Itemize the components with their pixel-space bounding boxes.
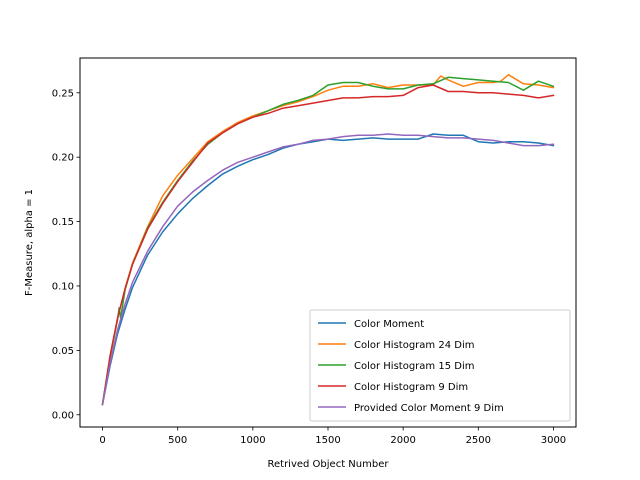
x-axis: 0 500 1000 1500 2000 2500 3000 — [99, 427, 566, 446]
legend-label: Provided Color Moment 9 Dim — [354, 403, 504, 414]
x-tick-label: 0 — [99, 435, 105, 446]
series-line-3 — [101, 84, 555, 406]
x-tick-label: 500 — [168, 435, 187, 446]
legend-label: Color Histogram 24 Dim — [354, 340, 474, 351]
legend-box — [309, 309, 571, 422]
y-tick-label: 0.00 — [52, 410, 74, 421]
y-tick-label: 0.15 — [52, 217, 74, 228]
y-axis: 0.00 0.05 0.10 0.15 0.20 0.25 — [52, 88, 80, 421]
series-layer — [101, 73, 555, 406]
y-axis-label: F-Measure, alpha = 1 — [24, 189, 35, 296]
x-axis-label: Retrived Object Number — [268, 459, 390, 470]
y-tick-label: 0.10 — [52, 281, 74, 292]
legend-label: Color Histogram 15 Dim — [354, 361, 474, 372]
series-line-0 — [101, 133, 555, 406]
y-tick-label: 0.05 — [52, 346, 74, 357]
series-line-4 — [101, 133, 555, 406]
x-tick-label: 3000 — [541, 435, 566, 446]
series-line-1 — [101, 73, 555, 406]
x-tick-label: 1500 — [315, 435, 340, 446]
y-tick-label: 0.25 — [52, 88, 74, 99]
x-tick-label: 2000 — [390, 435, 415, 446]
x-tick-label: 1000 — [240, 435, 265, 446]
x-tick-label: 2500 — [466, 435, 491, 446]
legend-label: Color Moment — [354, 319, 424, 330]
y-tick-label: 0.20 — [52, 153, 74, 164]
legend-label: Color Histogram 9 Dim — [354, 382, 468, 393]
legend: Color Moment Color Histogram 24 Dim Color … — [309, 309, 571, 422]
